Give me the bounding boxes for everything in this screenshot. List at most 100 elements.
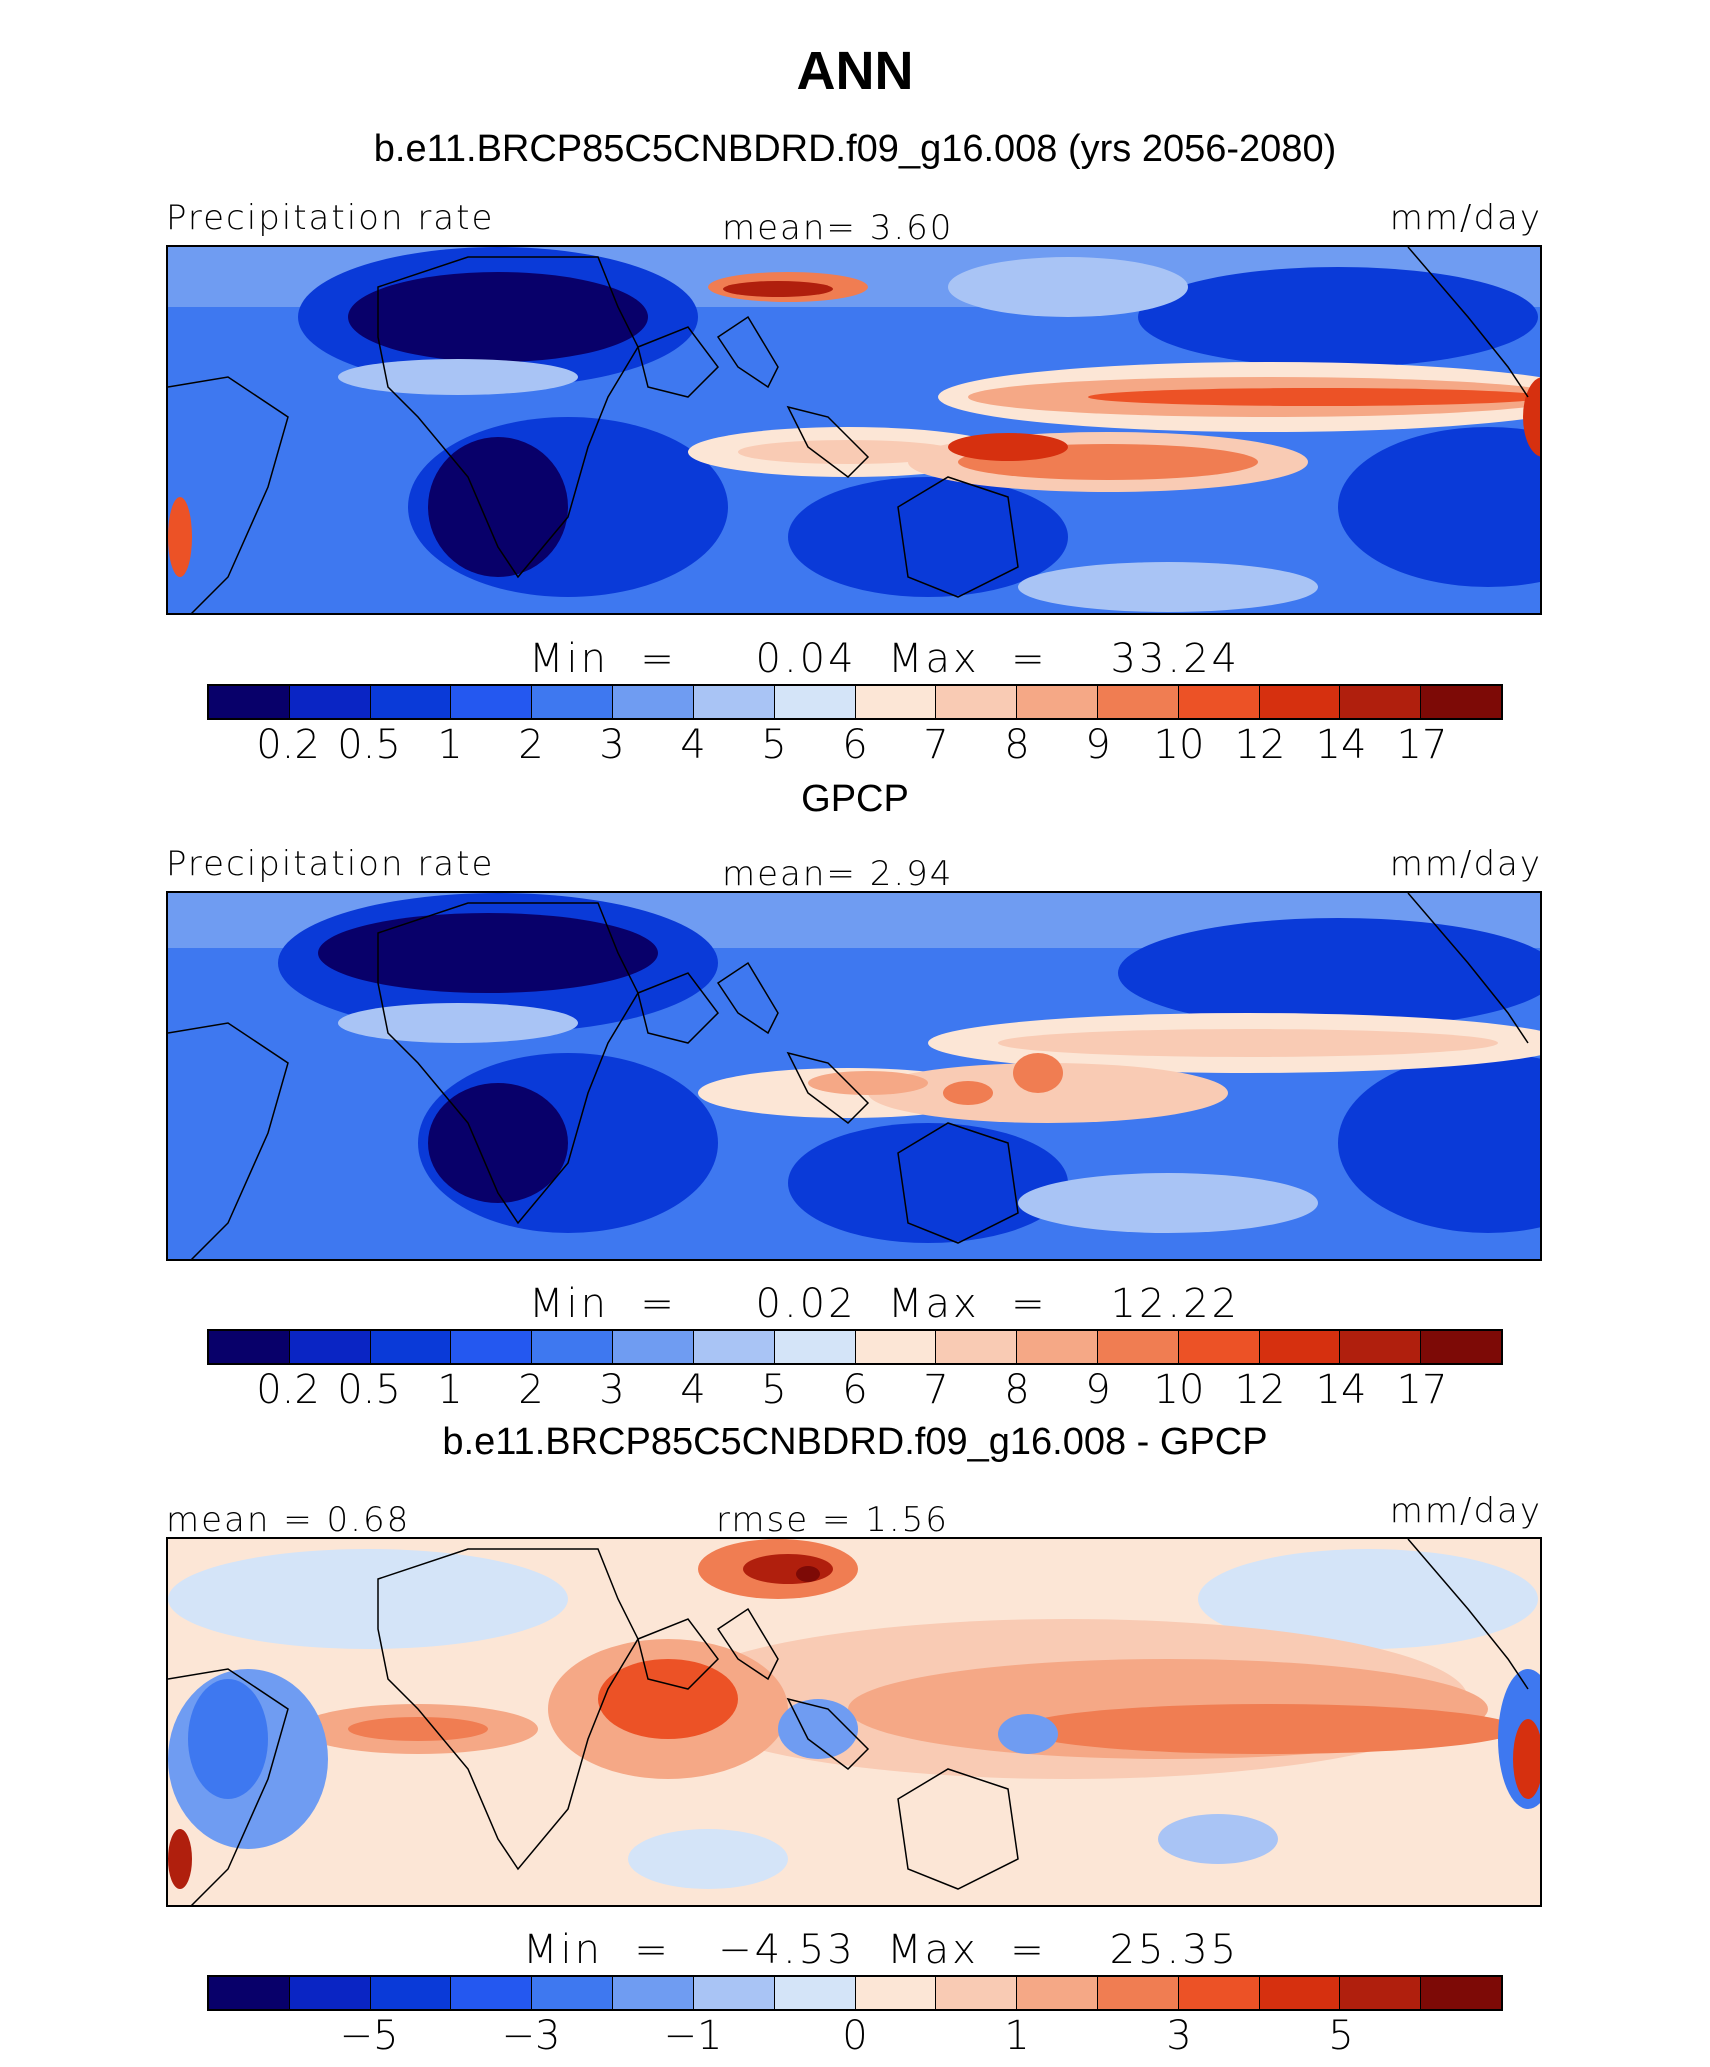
colorbar-tick-label: 8: [1004, 722, 1030, 768]
colorbar-swatch: [1178, 686, 1260, 718]
colorbar-swatch: [936, 1331, 1018, 1363]
colorbar-tick-label: 8: [1004, 1367, 1030, 1413]
panel-obs-map: [166, 891, 1542, 1261]
colorbar-swatch: [1340, 1977, 1422, 2009]
colorbar-tick-label: 1: [437, 722, 463, 768]
colorbar-swatch: [1421, 686, 1501, 718]
panel-obs-variable-label: Precipitation rate: [166, 844, 495, 884]
colorbar-tick-label: 3: [599, 722, 625, 768]
panel-model-variable-label: Precipitation rate: [166, 198, 495, 238]
colorbar-tick-label: 0.5: [337, 1367, 401, 1413]
colorbar-swatch: [1178, 1331, 1260, 1363]
panel-model-minmax: Min = 0.04 Max = 33.24: [529, 636, 1240, 682]
colorbar-tick-label: −3: [501, 2013, 561, 2059]
panel-model-title: b.e11.BRCP85C5CNBDRD.f09_g16.008 (yrs 20…: [373, 128, 1337, 170]
panel-model-map: [166, 245, 1542, 615]
colorbar-swatch: [693, 1977, 775, 2009]
panel-model-mean-label: mean= 3.60: [722, 208, 954, 248]
panel-obs-minmax: Min = 0.02 Max = 12.22: [529, 1281, 1240, 1327]
panel-diff-units-label: mm/day: [1389, 1491, 1542, 1531]
panel-model-units-label: mm/day: [1389, 198, 1542, 238]
colorbar-tick-label: 1: [437, 1367, 463, 1413]
panel-obs-units-label: mm/day: [1389, 844, 1542, 884]
panel-diff-minmax: Min = −4.53 Max = 25.35: [523, 1927, 1240, 1973]
colorbar-swatch: [1259, 1331, 1341, 1363]
panel-diff-map: [166, 1537, 1542, 1907]
colorbar-tick-label: 9: [1085, 1367, 1111, 1413]
colorbar-swatch: [1421, 1331, 1501, 1363]
colorbar-tick-label: 9: [1085, 722, 1111, 768]
colorbar-swatch: [774, 1331, 856, 1363]
colorbar-swatch: [289, 686, 371, 718]
colorbar-swatch: [855, 1977, 937, 2009]
panel-diff-title: b.e11.BRCP85C5CNBDRD.f09_g16.008 - GPCP: [442, 1421, 1268, 1463]
colorbar-swatch: [532, 1331, 614, 1363]
colorbar-swatch: [1340, 686, 1422, 718]
colorbar-swatch: [1259, 1977, 1341, 2009]
colorbar-swatch: [613, 686, 694, 718]
colorbar-tick-label: 17: [1396, 1367, 1448, 1413]
colorbar-tick-label: 0: [842, 2013, 868, 2059]
colorbar-swatch: [209, 686, 290, 718]
colorbar-tick-label: −5: [339, 2013, 399, 2059]
colorbar-tick-label: 1: [1004, 2013, 1030, 2059]
colorbar-swatch: [532, 686, 614, 718]
colorbar-tick-label: 5: [1328, 2013, 1354, 2059]
colorbar-swatch: [1097, 1331, 1179, 1363]
colorbar-swatch: [1017, 1977, 1098, 2009]
colorbar-swatch: [209, 1977, 290, 2009]
colorbar-swatch: [370, 686, 452, 718]
panel-model-colorbar: [207, 684, 1503, 720]
panel-diff-rmse-label: rmse = 1.56: [716, 1500, 949, 1540]
colorbar-swatch: [1421, 1977, 1501, 2009]
panel-obs-mean-label: mean= 2.94: [722, 854, 954, 894]
colorbar-tick-label: 17: [1396, 722, 1448, 768]
colorbar-swatch: [209, 1331, 290, 1363]
colorbar-tick-label: 12: [1234, 722, 1286, 768]
colorbar-swatch: [693, 1331, 775, 1363]
colorbar-tick-label: 0.2: [256, 722, 320, 768]
panel-diff-mean-label: mean = 0.68: [166, 1500, 411, 1540]
colorbar-swatch: [693, 686, 775, 718]
colorbar-tick-label: 6: [842, 722, 868, 768]
colorbar-tick-label: 5: [761, 722, 787, 768]
colorbar-swatch: [370, 1977, 452, 2009]
colorbar-swatch: [1017, 686, 1098, 718]
colorbar-swatch: [613, 1977, 694, 2009]
colorbar-swatch: [855, 1331, 937, 1363]
colorbar-swatch: [1097, 686, 1179, 718]
colorbar-tick-label: 10: [1153, 1367, 1205, 1413]
colorbar-swatch: [289, 1331, 371, 1363]
colorbar-tick-label: 7: [923, 1367, 949, 1413]
colorbar-swatch: [774, 686, 856, 718]
colorbar-swatch: [451, 686, 533, 718]
colorbar-swatch: [370, 1331, 452, 1363]
colorbar-swatch: [936, 1977, 1018, 2009]
colorbar-tick-label: 14: [1315, 1367, 1367, 1413]
colorbar-swatch: [451, 1331, 533, 1363]
colorbar-tick-label: 5: [761, 1367, 787, 1413]
colorbar-swatch: [613, 1331, 694, 1363]
colorbar-tick-label: 12: [1234, 1367, 1286, 1413]
panel-diff-colorbar: [207, 1975, 1503, 2011]
colorbar-tick-label: 10: [1153, 722, 1205, 768]
colorbar-swatch: [936, 686, 1018, 718]
colorbar-tick-label: 4: [680, 1367, 706, 1413]
colorbar-swatch: [1340, 1331, 1422, 1363]
colorbar-swatch: [1259, 686, 1341, 718]
colorbar-tick-label: 2: [518, 722, 544, 768]
colorbar-tick-label: 0.5: [337, 722, 401, 768]
colorbar-swatch: [1097, 1977, 1179, 2009]
colorbar-tick-label: 3: [1166, 2013, 1192, 2059]
colorbar-tick-label: 7: [923, 722, 949, 768]
panel-obs-colorbar: [207, 1329, 1503, 1365]
colorbar-tick-label: 6: [842, 1367, 868, 1413]
colorbar-tick-label: −1: [663, 2013, 723, 2059]
colorbar-swatch: [289, 1977, 371, 2009]
colorbar-swatch: [1178, 1977, 1260, 2009]
colorbar-swatch: [774, 1977, 856, 2009]
colorbar-tick-label: 3: [599, 1367, 625, 1413]
figure-title: ANN: [796, 41, 914, 101]
colorbar-swatch: [855, 686, 937, 718]
colorbar-swatch: [1017, 1331, 1098, 1363]
